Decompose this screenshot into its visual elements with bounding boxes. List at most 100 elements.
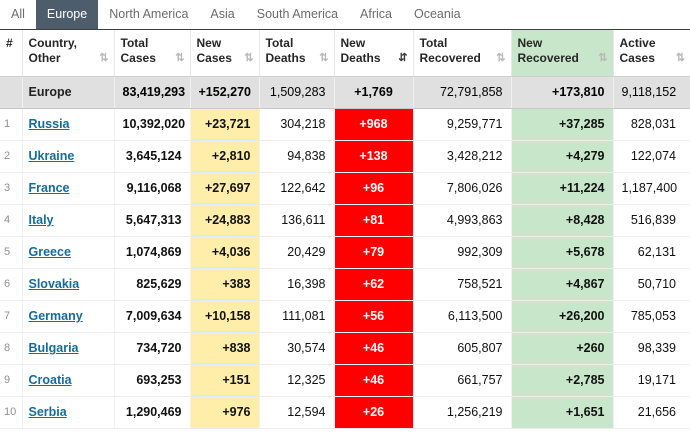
new-recovered-cell: +5,678 xyxy=(510,236,613,269)
col-header-rank[interactable]: # xyxy=(0,30,22,77)
col-header-label: Country, xyxy=(28,36,77,50)
new-cases-cell: +152,270 xyxy=(189,76,259,109)
active-cases-cell: 98,339 xyxy=(612,332,690,365)
total-deaths-cell: 20,429 xyxy=(258,236,334,269)
col-header-country[interactable]: Country, Other ⇅ xyxy=(21,30,114,77)
new-recovered-cell: +2,785 xyxy=(510,364,613,397)
col-header-label: Total xyxy=(419,36,448,50)
new-deaths-cell: +46 xyxy=(333,364,413,397)
country-link[interactable]: Serbia xyxy=(28,405,67,419)
col-header-label: Total xyxy=(265,36,294,50)
sort-icon[interactable]: ⇅ xyxy=(99,52,109,64)
col-header-label: Deaths xyxy=(265,51,306,65)
new-deaths-cell: +79 xyxy=(333,236,413,269)
country-link[interactable]: Croatia xyxy=(28,373,72,387)
col-header-new-cases[interactable]: New Cases ⇅ xyxy=(189,30,259,77)
total-recovered-cell: 7,806,026 xyxy=(412,172,511,205)
sort-icon[interactable]: ⇵ xyxy=(398,52,408,64)
col-header-label: Recovered xyxy=(419,51,481,65)
new-recovered-cell: +26,200 xyxy=(510,300,613,333)
total-recovered-cell: 4,993,863 xyxy=(412,204,511,237)
country-link[interactable]: France xyxy=(28,181,70,195)
total-cases-cell: 693,253 xyxy=(113,364,190,397)
country-cell: Greece xyxy=(21,236,114,269)
table-row: 9 Croatia 693,253 +151 12,325 +46 661,757 +2,78… xyxy=(0,364,690,397)
active-cases-cell: 9,118,152 xyxy=(612,76,690,109)
sort-icon[interactable]: ⇅ xyxy=(598,52,608,64)
total-deaths-cell: 16,398 xyxy=(258,268,334,301)
country-link[interactable]: Slovakia xyxy=(28,277,80,291)
col-header-label: Cases xyxy=(196,51,232,65)
sort-icon[interactable]: ⇅ xyxy=(175,52,185,64)
tab-africa[interactable]: Africa xyxy=(360,7,392,21)
country-cell: France xyxy=(21,172,114,205)
country-link[interactable]: Greece xyxy=(28,245,71,259)
active-cases-cell: 62,131 xyxy=(612,236,690,269)
country-cell: Italy xyxy=(21,204,114,237)
total-cases-cell: 10,392,020 xyxy=(113,108,190,141)
new-recovered-cell: +4,279 xyxy=(510,140,613,173)
new-recovered-cell: +4,867 xyxy=(510,268,613,301)
new-cases-cell: +838 xyxy=(189,332,259,365)
col-header-new-deaths[interactable]: New Deaths ⇵ xyxy=(333,30,413,77)
col-header-label: Recovered xyxy=(517,51,579,65)
sort-icon[interactable]: ⇅ xyxy=(319,52,329,64)
rank-cell: 6 xyxy=(0,268,22,301)
country-cell: Serbia xyxy=(21,396,114,429)
total-recovered-cell: 661,757 xyxy=(412,364,511,397)
total-deaths-cell: 122,642 xyxy=(258,172,334,205)
col-header-label: New xyxy=(340,36,366,50)
new-cases-cell: +23,721 xyxy=(189,108,259,141)
total-deaths-cell: 30,574 xyxy=(258,332,334,365)
rank-cell: 10 xyxy=(0,396,22,429)
country-link[interactable]: Germany xyxy=(28,309,83,323)
tab-oceania[interactable]: Oceania xyxy=(414,7,461,21)
new-cases-cell: +2,810 xyxy=(189,140,259,173)
total-deaths-cell: 136,611 xyxy=(258,204,334,237)
table-row: 10 Serbia 1,290,469 +976 12,594 +26 1,256,219 +… xyxy=(0,396,690,429)
col-header-label: # xyxy=(6,36,13,50)
totals-row: Europe 83,419,293 +152,270 1,509,283 +1,769 7… xyxy=(0,76,690,109)
active-cases-cell: 19,171 xyxy=(612,364,690,397)
col-header-total-recovered[interactable]: Total Recovered ⇅ xyxy=(412,30,511,77)
col-header-total-cases[interactable]: Total Cases ⇅ xyxy=(113,30,190,77)
col-header-total-deaths[interactable]: Total Deaths ⇅ xyxy=(258,30,334,77)
country-cell: Russia xyxy=(21,108,114,141)
country-link[interactable]: Italy xyxy=(28,213,54,227)
col-header-new-recovered[interactable]: New Recovered ⇅ xyxy=(510,30,613,77)
country-link[interactable]: Russia xyxy=(28,117,70,131)
tab-asia[interactable]: Asia xyxy=(210,7,235,21)
region-label: Europe xyxy=(28,85,72,99)
tab-all[interactable]: All xyxy=(11,7,25,21)
new-cases-cell: +383 xyxy=(189,268,259,301)
rank-cell: 4 xyxy=(0,204,22,237)
tab-south-america[interactable]: South America xyxy=(256,7,339,21)
rank-cell: 1 xyxy=(0,108,22,141)
sort-icon[interactable]: ⇅ xyxy=(675,52,685,64)
table-row: 2 Ukraine 3,645,124 +2,810 94,838 +138 3,428,2… xyxy=(0,140,690,173)
rank-cell xyxy=(0,76,22,109)
total-deaths-cell: 94,838 xyxy=(258,140,334,173)
country-cell: Bulgaria xyxy=(21,332,114,365)
country-cell: Slovakia xyxy=(21,268,114,301)
new-recovered-cell: +173,810 xyxy=(510,76,613,109)
tab-north-america[interactable]: North America xyxy=(109,7,189,21)
col-header-active-cases[interactable]: Active Cases ⇅ xyxy=(612,30,690,77)
country-link[interactable]: Bulgaria xyxy=(28,341,79,355)
sort-icon[interactable]: ⇅ xyxy=(496,52,506,64)
new-deaths-cell: +26 xyxy=(333,396,413,429)
country-link[interactable]: Ukraine xyxy=(28,149,75,163)
tab-europe[interactable]: Europe xyxy=(35,0,99,29)
region-tabs: All Europe North America Asia South Amer… xyxy=(0,0,690,30)
country-cell: Croatia xyxy=(21,364,114,397)
table-row: 7 Germany 7,009,634 +10,158 111,081 +56 6,113,… xyxy=(0,300,690,333)
col-header-label: Active xyxy=(619,36,656,50)
sort-icon[interactable]: ⇅ xyxy=(244,52,254,64)
col-header-label: Other xyxy=(28,51,61,65)
new-deaths-cell: +138 xyxy=(333,140,413,173)
new-deaths-cell: +96 xyxy=(333,172,413,205)
total-recovered-cell: 9,259,771 xyxy=(412,108,511,141)
total-recovered-cell: 1,256,219 xyxy=(412,396,511,429)
col-header-label: New xyxy=(517,36,543,50)
col-header-label: New xyxy=(196,36,222,50)
